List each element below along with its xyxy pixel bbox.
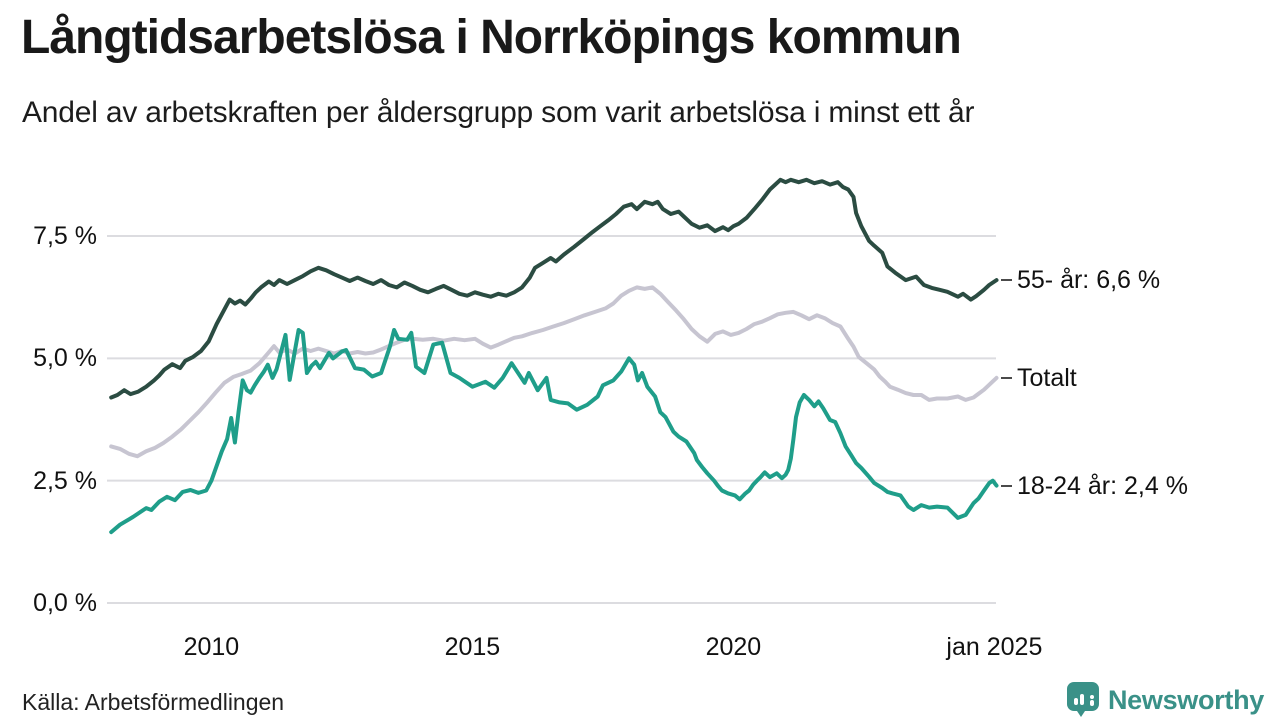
x-tick-label: 2010 — [183, 633, 240, 661]
chart-subtitle: Andel av arbetskraften per åldersgrupp s… — [22, 96, 975, 129]
logo-bar-2 — [1079, 694, 1084, 705]
series-lines — [109, 177, 999, 535]
page-title: Långtidsarbetslösa i Norrköpings kommun — [21, 11, 962, 64]
x-tick-label: 2015 — [444, 633, 501, 661]
series-line-55-r — [109, 177, 999, 400]
gridlines — [107, 235, 996, 604]
series-line-18-24-r — [109, 328, 999, 535]
series-end-label: 55- år: 6,6 % — [1001, 264, 1160, 296]
series-end-label: 18-24 år: 2,4 % — [1001, 470, 1188, 502]
series-end-label: Totalt — [1001, 362, 1077, 394]
label-connector-dash-icon — [1001, 279, 1012, 282]
series-line-totalt — [109, 285, 999, 459]
newsworthy-logo-icon — [1066, 682, 1099, 718]
label-connector-dash-icon — [1001, 484, 1012, 487]
y-tick-label: 7,5 % — [33, 222, 97, 251]
y-tick-label: 0,0 % — [33, 589, 97, 617]
series-end-label-text: 18-24 år: 2,4 % — [1017, 471, 1188, 500]
series-end-label-text: 55- år: 6,6 % — [1017, 266, 1161, 295]
logo-exclamation-bar — [1089, 700, 1094, 706]
logo-exclamation-dot — [1089, 695, 1094, 699]
branding: Newsworthy — [1066, 682, 1264, 718]
y-tick-label: 2,5 % — [33, 466, 97, 495]
speech-bubble-tail — [1074, 708, 1087, 717]
y-tick-label: 5,0 % — [33, 344, 97, 373]
series-end-label-text: Totalt — [1017, 363, 1077, 392]
brand-name: Newsworthy — [1107, 684, 1264, 715]
logo-bar-1 — [1073, 698, 1078, 705]
source-note: Källa: Arbetsförmedlingen — [22, 689, 285, 715]
x-tick-label: 2020 — [705, 633, 762, 661]
label-connector-dash-icon — [1001, 376, 1012, 379]
x-tick-label: jan 2025 — [946, 633, 1043, 661]
